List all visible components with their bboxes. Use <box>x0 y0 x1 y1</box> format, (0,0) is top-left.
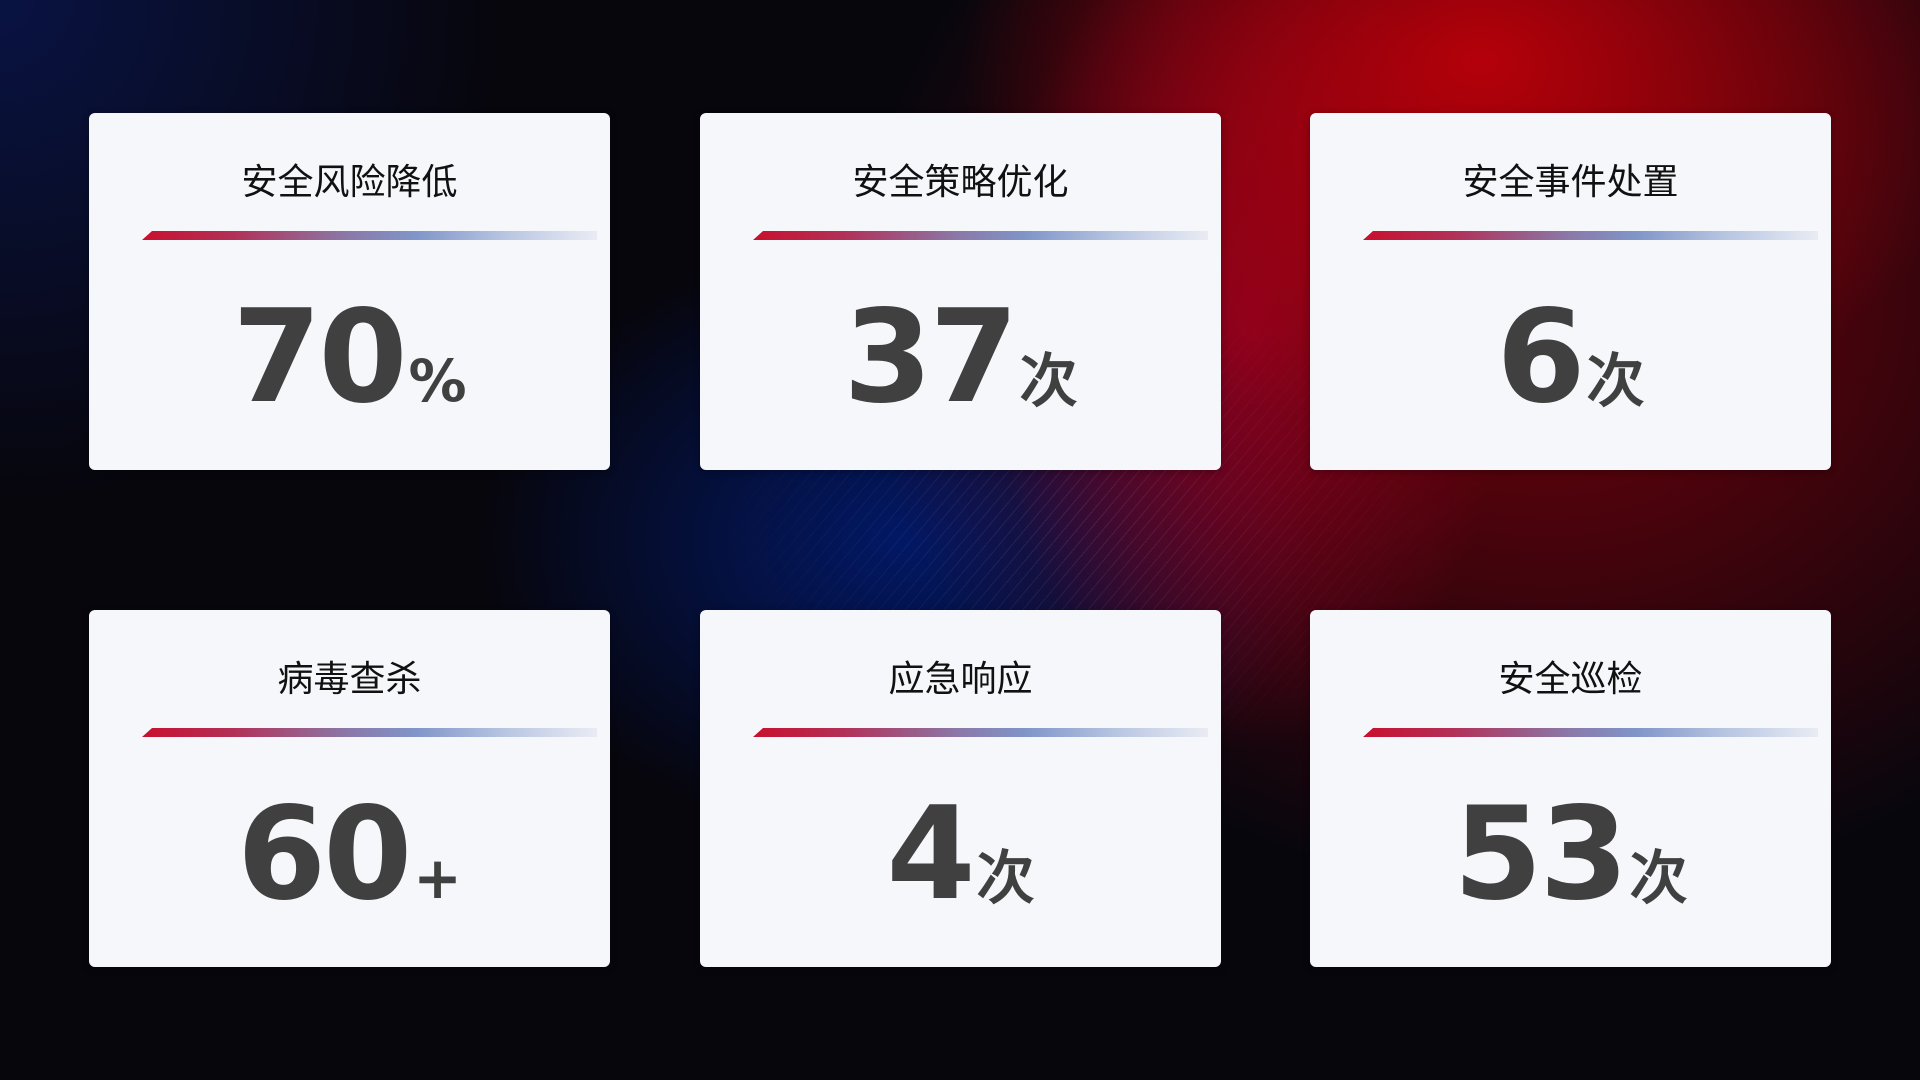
gradient-divider <box>1363 231 1818 240</box>
gradient-divider <box>753 231 1208 240</box>
stat-value: 37次 <box>700 283 1221 432</box>
gradient-divider <box>142 728 597 737</box>
stat-unit: 次 <box>1586 347 1645 415</box>
stat-unit: 次 <box>1019 347 1078 415</box>
stat-title: 安全事件处置 <box>1462 162 1679 203</box>
stat-value: 6次 <box>1310 283 1831 432</box>
stat-value: 70% <box>89 283 610 432</box>
stat-card: 安全风险降低 70% <box>89 113 610 470</box>
stat-title: 安全风险降低 <box>241 162 458 203</box>
stat-card: 应急响应 4次 <box>700 610 1221 967</box>
stat-value: 4次 <box>700 780 1221 929</box>
stat-title: 应急响应 <box>888 659 1033 700</box>
stat-unit: 次 <box>1629 844 1688 912</box>
stat-title: 安全策略优化 <box>852 162 1069 203</box>
stat-number: 53 <box>1453 780 1628 929</box>
stat-card: 安全事件处置 6次 <box>1310 113 1831 470</box>
stat-unit: % <box>408 347 467 415</box>
gradient-divider <box>1363 728 1818 737</box>
stat-number: 60 <box>237 780 412 929</box>
stat-number: 70 <box>232 283 407 432</box>
stat-number: 6 <box>1496 283 1585 432</box>
stat-card: 安全策略优化 37次 <box>700 113 1221 470</box>
stat-card: 病毒查杀 60+ <box>89 610 610 967</box>
stat-unit: 次 <box>976 844 1035 912</box>
stat-title: 安全巡检 <box>1498 659 1643 700</box>
stat-number: 4 <box>886 780 975 929</box>
stat-unit: + <box>413 844 462 912</box>
stat-title: 病毒查杀 <box>277 659 422 700</box>
stat-card: 安全巡检 53次 <box>1310 610 1831 967</box>
gradient-divider <box>142 231 597 240</box>
gradient-divider <box>753 728 1208 737</box>
stat-value: 60+ <box>89 780 610 929</box>
stat-value: 53次 <box>1310 780 1831 929</box>
stat-number: 37 <box>843 283 1018 432</box>
